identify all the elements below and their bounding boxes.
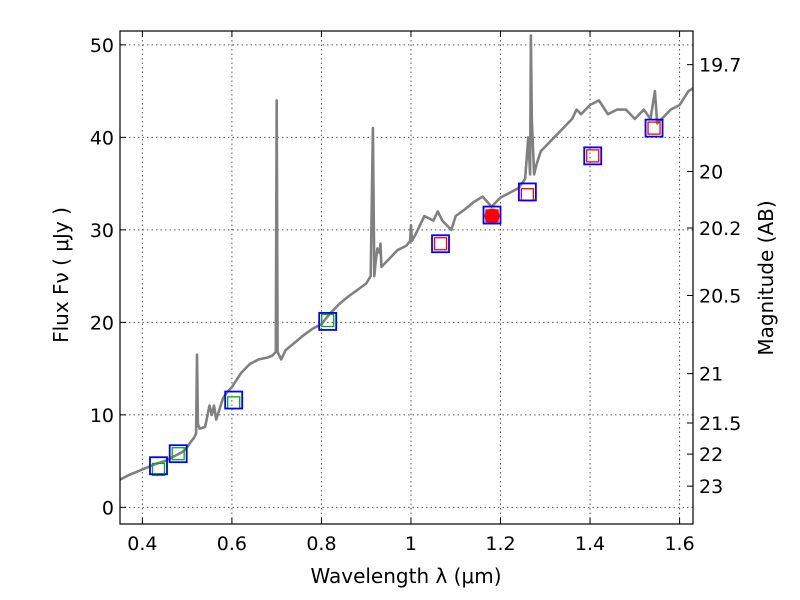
photometry-layer — [149, 118, 664, 477]
y-tick-label: 0 — [102, 497, 114, 519]
x-tick-label: 0.8 — [306, 533, 336, 555]
magnitude-tick-label: 20.5 — [699, 285, 741, 307]
model-point-green — [151, 462, 166, 477]
y-tick-label: 50 — [90, 35, 114, 57]
spectrum-line — [120, 34, 693, 481]
x-tick-label: 1.4 — [575, 533, 605, 555]
model-point-green — [171, 447, 185, 461]
spectrum-layer — [120, 34, 693, 481]
x-tick-label: 0.6 — [217, 533, 247, 555]
y-tick-label: 10 — [90, 405, 114, 427]
x-tick-label: 0.4 — [127, 533, 157, 555]
tick-marks — [120, 31, 693, 524]
detection-point — [484, 208, 500, 224]
model-point-green — [321, 313, 335, 328]
x-tick-label: 1.6 — [664, 533, 694, 555]
x-axis-label: Wavelength λ (μm) — [310, 564, 501, 588]
x-tick-label: 1.2 — [485, 533, 515, 555]
observed-point — [224, 390, 244, 410]
magnitude-tick-label: 21 — [699, 364, 723, 386]
grid-lines — [120, 31, 693, 524]
magnitude-tick-label: 22 — [699, 444, 723, 466]
model-point-red — [433, 237, 448, 251]
model-point-red — [647, 121, 661, 135]
plot-frame — [119, 30, 694, 525]
magnitude-tick-label: 19.7 — [699, 55, 741, 77]
magnitude-tick-label: 20 — [699, 162, 723, 184]
observed-point — [318, 312, 338, 331]
y-tick-label: 20 — [90, 312, 114, 334]
y-tick-label: 40 — [90, 127, 114, 149]
y-axis-label: Flux Fν ( μJy ) — [49, 207, 73, 343]
model-point-red — [520, 188, 535, 202]
magnitude-tick-label: 20.2 — [699, 218, 741, 240]
observed-point — [149, 456, 168, 476]
y-tick-label: 30 — [90, 220, 114, 242]
observed-point — [431, 234, 450, 254]
magnitude-tick-label: 21.5 — [699, 413, 741, 435]
observed-point — [644, 118, 664, 138]
magnitude-axis-label: Magnitude (AB) — [754, 200, 778, 355]
observed-point — [482, 205, 502, 225]
magnitude-tick-label: 23 — [699, 476, 723, 498]
observed-point — [517, 182, 537, 202]
model-point-red — [586, 149, 600, 163]
tick-labels: 0.4 0.6 0.8 1 1.2 1.4 1.6 0 10 20 30 40 50 19.7 20 20.2… — [90, 35, 742, 555]
observed-point — [583, 146, 603, 166]
x-tick-label: 1 — [405, 533, 417, 555]
model-point-green — [227, 396, 241, 410]
observed-point — [168, 444, 188, 464]
